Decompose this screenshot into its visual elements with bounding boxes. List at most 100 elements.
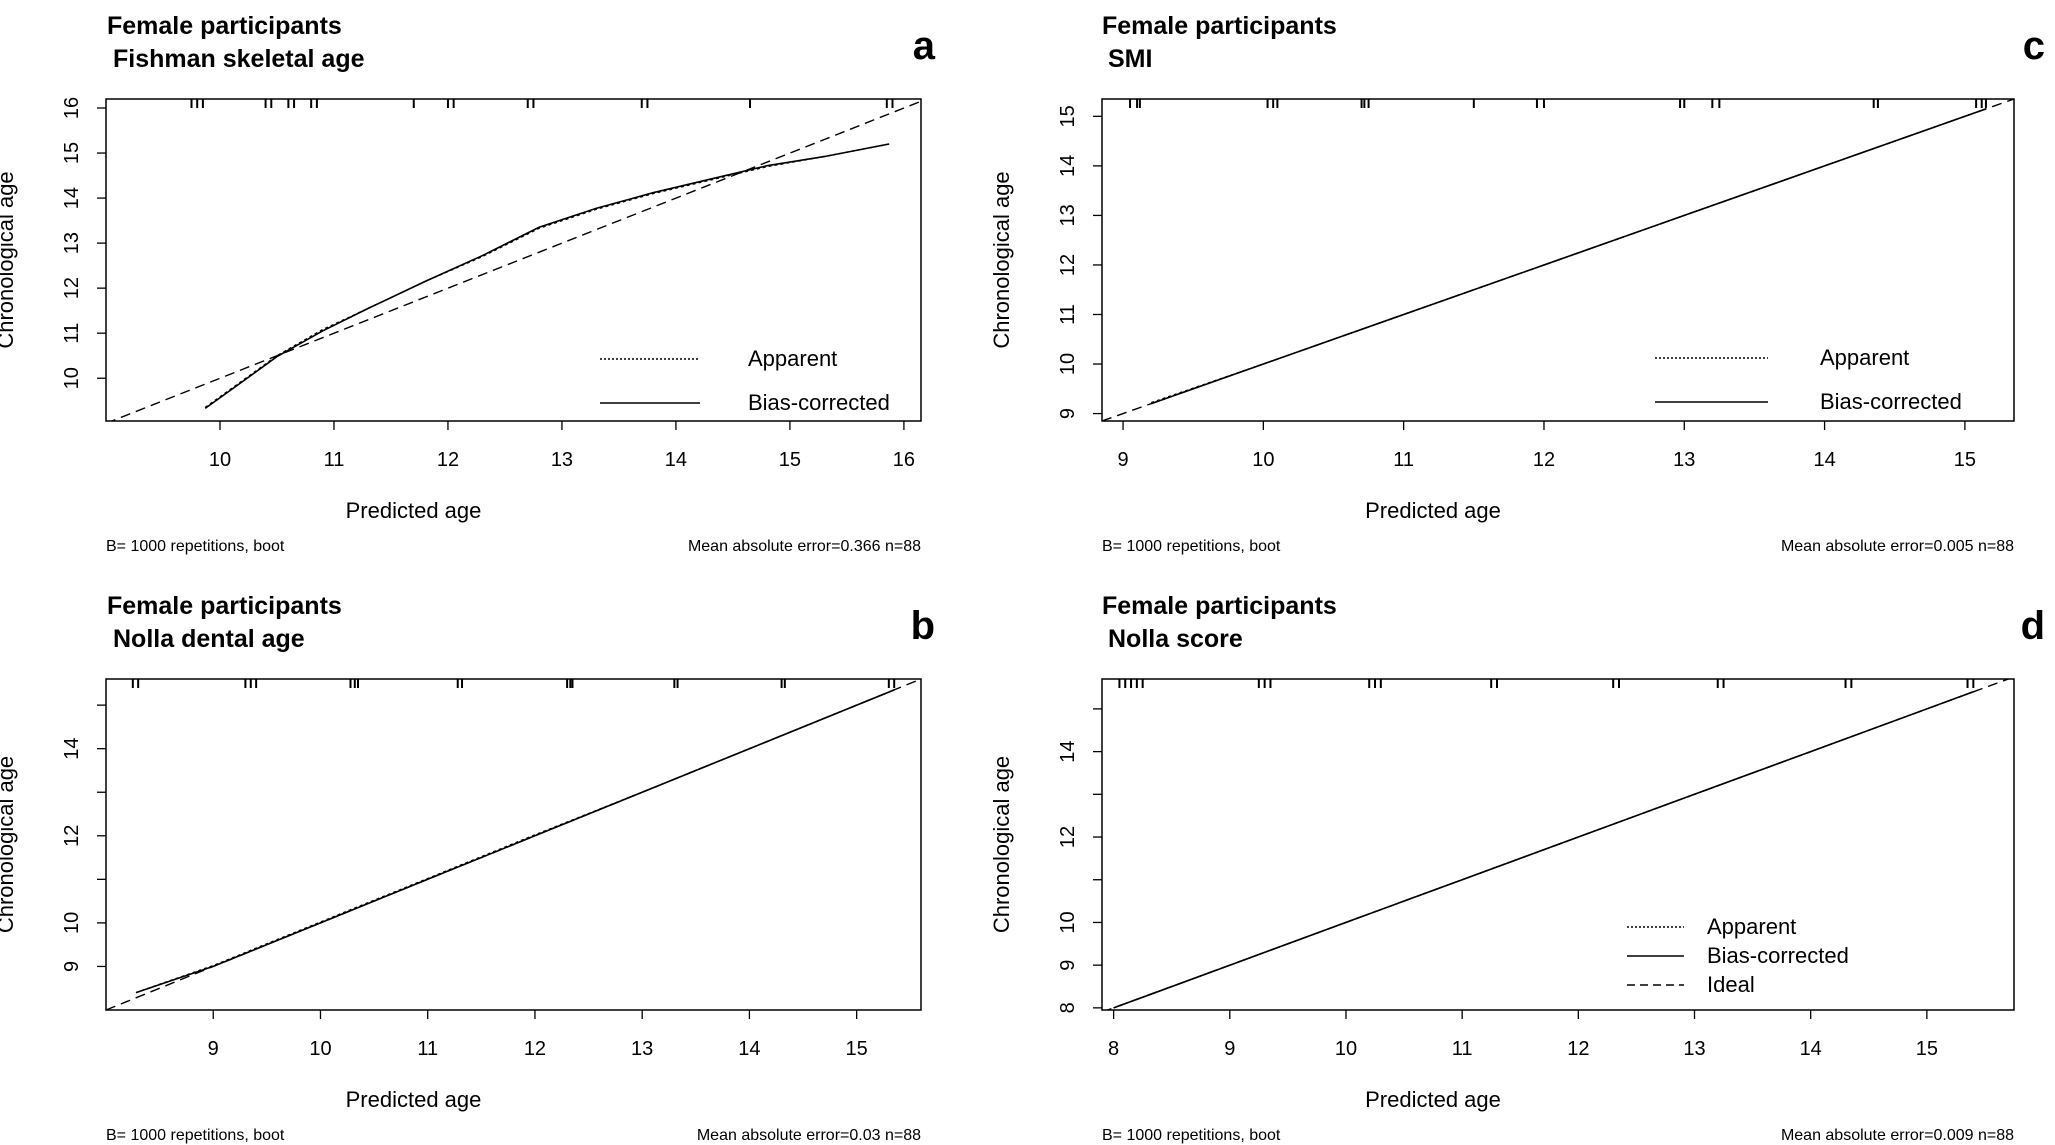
footer-left: B= 1000 repetitions, boot xyxy=(106,1127,285,1144)
series-group xyxy=(109,100,921,421)
series-group xyxy=(106,679,921,1010)
y-tick-label: 14 xyxy=(61,738,83,760)
x-tick-label: 12 xyxy=(1567,1038,1589,1060)
x-tick-label: 12 xyxy=(437,449,459,471)
series-group xyxy=(1105,679,2011,1010)
x-tick-label: 12 xyxy=(524,1038,546,1060)
y-tick-label: 10 xyxy=(61,367,83,389)
y-axis-label: Chronological age xyxy=(0,756,18,933)
y-axis-label: Chronological age xyxy=(989,171,1014,348)
y-tick-label: 12 xyxy=(61,825,83,847)
x-tick-label: 14 xyxy=(1800,1038,1822,1060)
x-tick-label: 16 xyxy=(893,449,915,471)
legend-label: Apparent xyxy=(1707,914,1796,939)
y-tick-label: 10 xyxy=(61,912,83,934)
series-ideal xyxy=(106,679,921,1010)
x-tick-label: 13 xyxy=(1673,449,1695,471)
panel-subtitle: Nolla score xyxy=(1108,625,1243,653)
panel-b: Female participants Nolla dental age b 9 10 1… xyxy=(0,592,935,1144)
series-bias-corrected xyxy=(1113,691,1974,1009)
y-axis-label: Chronological age xyxy=(989,756,1014,933)
y-tick-label: 16 xyxy=(61,97,83,119)
y-tick-label: 10 xyxy=(1057,353,1079,375)
panel-letter: b xyxy=(911,604,935,648)
x-tick-label: 13 xyxy=(631,1038,653,1060)
y-tick-label: 9 xyxy=(1057,960,1079,971)
x-axis-label: Predicted age xyxy=(346,1087,482,1112)
y-tick-label: 14 xyxy=(1057,740,1079,762)
series-ideal xyxy=(1102,99,2014,421)
plot-frame xyxy=(105,98,922,422)
legend-label: Bias-corrected xyxy=(1707,943,1849,968)
x-tick-label: 9 xyxy=(208,1038,219,1060)
y-tick-label: 10 xyxy=(1057,911,1079,933)
x-tick-label: 12 xyxy=(1533,449,1555,471)
plot-frame xyxy=(105,678,922,1011)
x-tick-label: 14 xyxy=(738,1038,760,1060)
panel-subtitle: SMI xyxy=(1108,45,1152,73)
series-ideal xyxy=(1105,679,2011,1010)
y-tick-label: 14 xyxy=(61,187,83,209)
x-tick-label: 10 xyxy=(209,449,231,471)
y-tick-label: 12 xyxy=(1057,254,1079,276)
x-tick-label: 14 xyxy=(665,449,687,471)
x-tick-label: 11 xyxy=(324,449,345,471)
x-tick-label: 9 xyxy=(1224,1038,1235,1060)
plot-frame xyxy=(1101,678,2015,1011)
series-ideal xyxy=(109,100,921,421)
x-tick-label: 8 xyxy=(1108,1038,1119,1060)
panel-letter: d xyxy=(2021,604,2045,648)
x-axis-label: Predicted age xyxy=(346,498,482,523)
y-tick-label: 11 xyxy=(61,323,83,344)
y-tick-label: 8 xyxy=(1057,1002,1079,1013)
x-tick-label: 10 xyxy=(1252,449,1274,471)
x-tick-label: 11 xyxy=(417,1038,438,1060)
panel-subtitle: Fishman skeletal age xyxy=(113,45,365,73)
panel-d: Female participants Nolla score d 8 9 10 11 12 1… xyxy=(989,592,2045,1144)
plot-frame xyxy=(1101,98,2015,422)
y-tick-label: 11 xyxy=(1057,304,1079,325)
footer-right: Mean absolute error=0.366 n=88 xyxy=(688,538,921,555)
panel-letter: c xyxy=(2023,24,2045,68)
footer-right: Mean absolute error=0.009 n=88 xyxy=(1781,1127,2014,1144)
y-tick-label: 15 xyxy=(1057,105,1079,127)
x-tick-label: 15 xyxy=(1916,1038,1938,1060)
footer-left: B= 1000 repetitions, boot xyxy=(106,538,285,555)
x-tick-label: 15 xyxy=(1954,449,1976,471)
x-tick-label: 9 xyxy=(1117,449,1128,471)
y-tick-label: 13 xyxy=(1057,204,1079,226)
y-tick-label: 13 xyxy=(61,232,83,254)
footer-right: Mean absolute error=0.03 n=88 xyxy=(697,1127,921,1144)
y-tick-label: 12 xyxy=(61,277,83,299)
x-tick-label: 15 xyxy=(779,449,801,471)
y-axis-label: Chronological age xyxy=(0,171,18,348)
legend-label: Apparent xyxy=(1820,345,1909,370)
panel-title: Female participants xyxy=(107,12,342,40)
panel-title: Female participants xyxy=(107,592,342,620)
x-tick-label: 10 xyxy=(1335,1038,1357,1060)
panel-subtitle: Nolla dental age xyxy=(113,625,305,653)
legend-label: Ideal xyxy=(1707,972,1755,997)
x-tick-label: 14 xyxy=(1813,449,1835,471)
x-axis-label: Predicted age xyxy=(1365,1087,1501,1112)
y-tick-label: 9 xyxy=(1057,408,1079,419)
x-tick-label: 11 xyxy=(1452,1038,1473,1060)
x-tick-label: 13 xyxy=(551,449,573,471)
y-tick-label: 12 xyxy=(1057,826,1079,848)
y-tick-label: 14 xyxy=(1057,155,1079,177)
panel-a: Female participants Fishman skeletal age a… xyxy=(0,12,936,555)
series-apparent xyxy=(204,143,890,409)
y-tick-label: 15 xyxy=(61,142,83,164)
x-tick-label: 10 xyxy=(309,1038,331,1060)
x-tick-label: 11 xyxy=(1393,449,1414,471)
y-tick-label: 9 xyxy=(61,961,83,972)
panel-letter: a xyxy=(913,24,936,68)
footer-right: Mean absolute error=0.005 n=88 xyxy=(1781,538,2014,555)
x-axis-label: Predicted age xyxy=(1365,498,1501,523)
panel-c: Female participants SMI c 9 10 11 12 13 14 15 9 10 1… xyxy=(989,12,2045,555)
footer-left: B= 1000 repetitions, boot xyxy=(1102,1127,1281,1144)
x-tick-label: 15 xyxy=(846,1038,868,1060)
legend-label: Bias-corrected xyxy=(1820,389,1962,414)
legend-label: Apparent xyxy=(748,346,837,371)
